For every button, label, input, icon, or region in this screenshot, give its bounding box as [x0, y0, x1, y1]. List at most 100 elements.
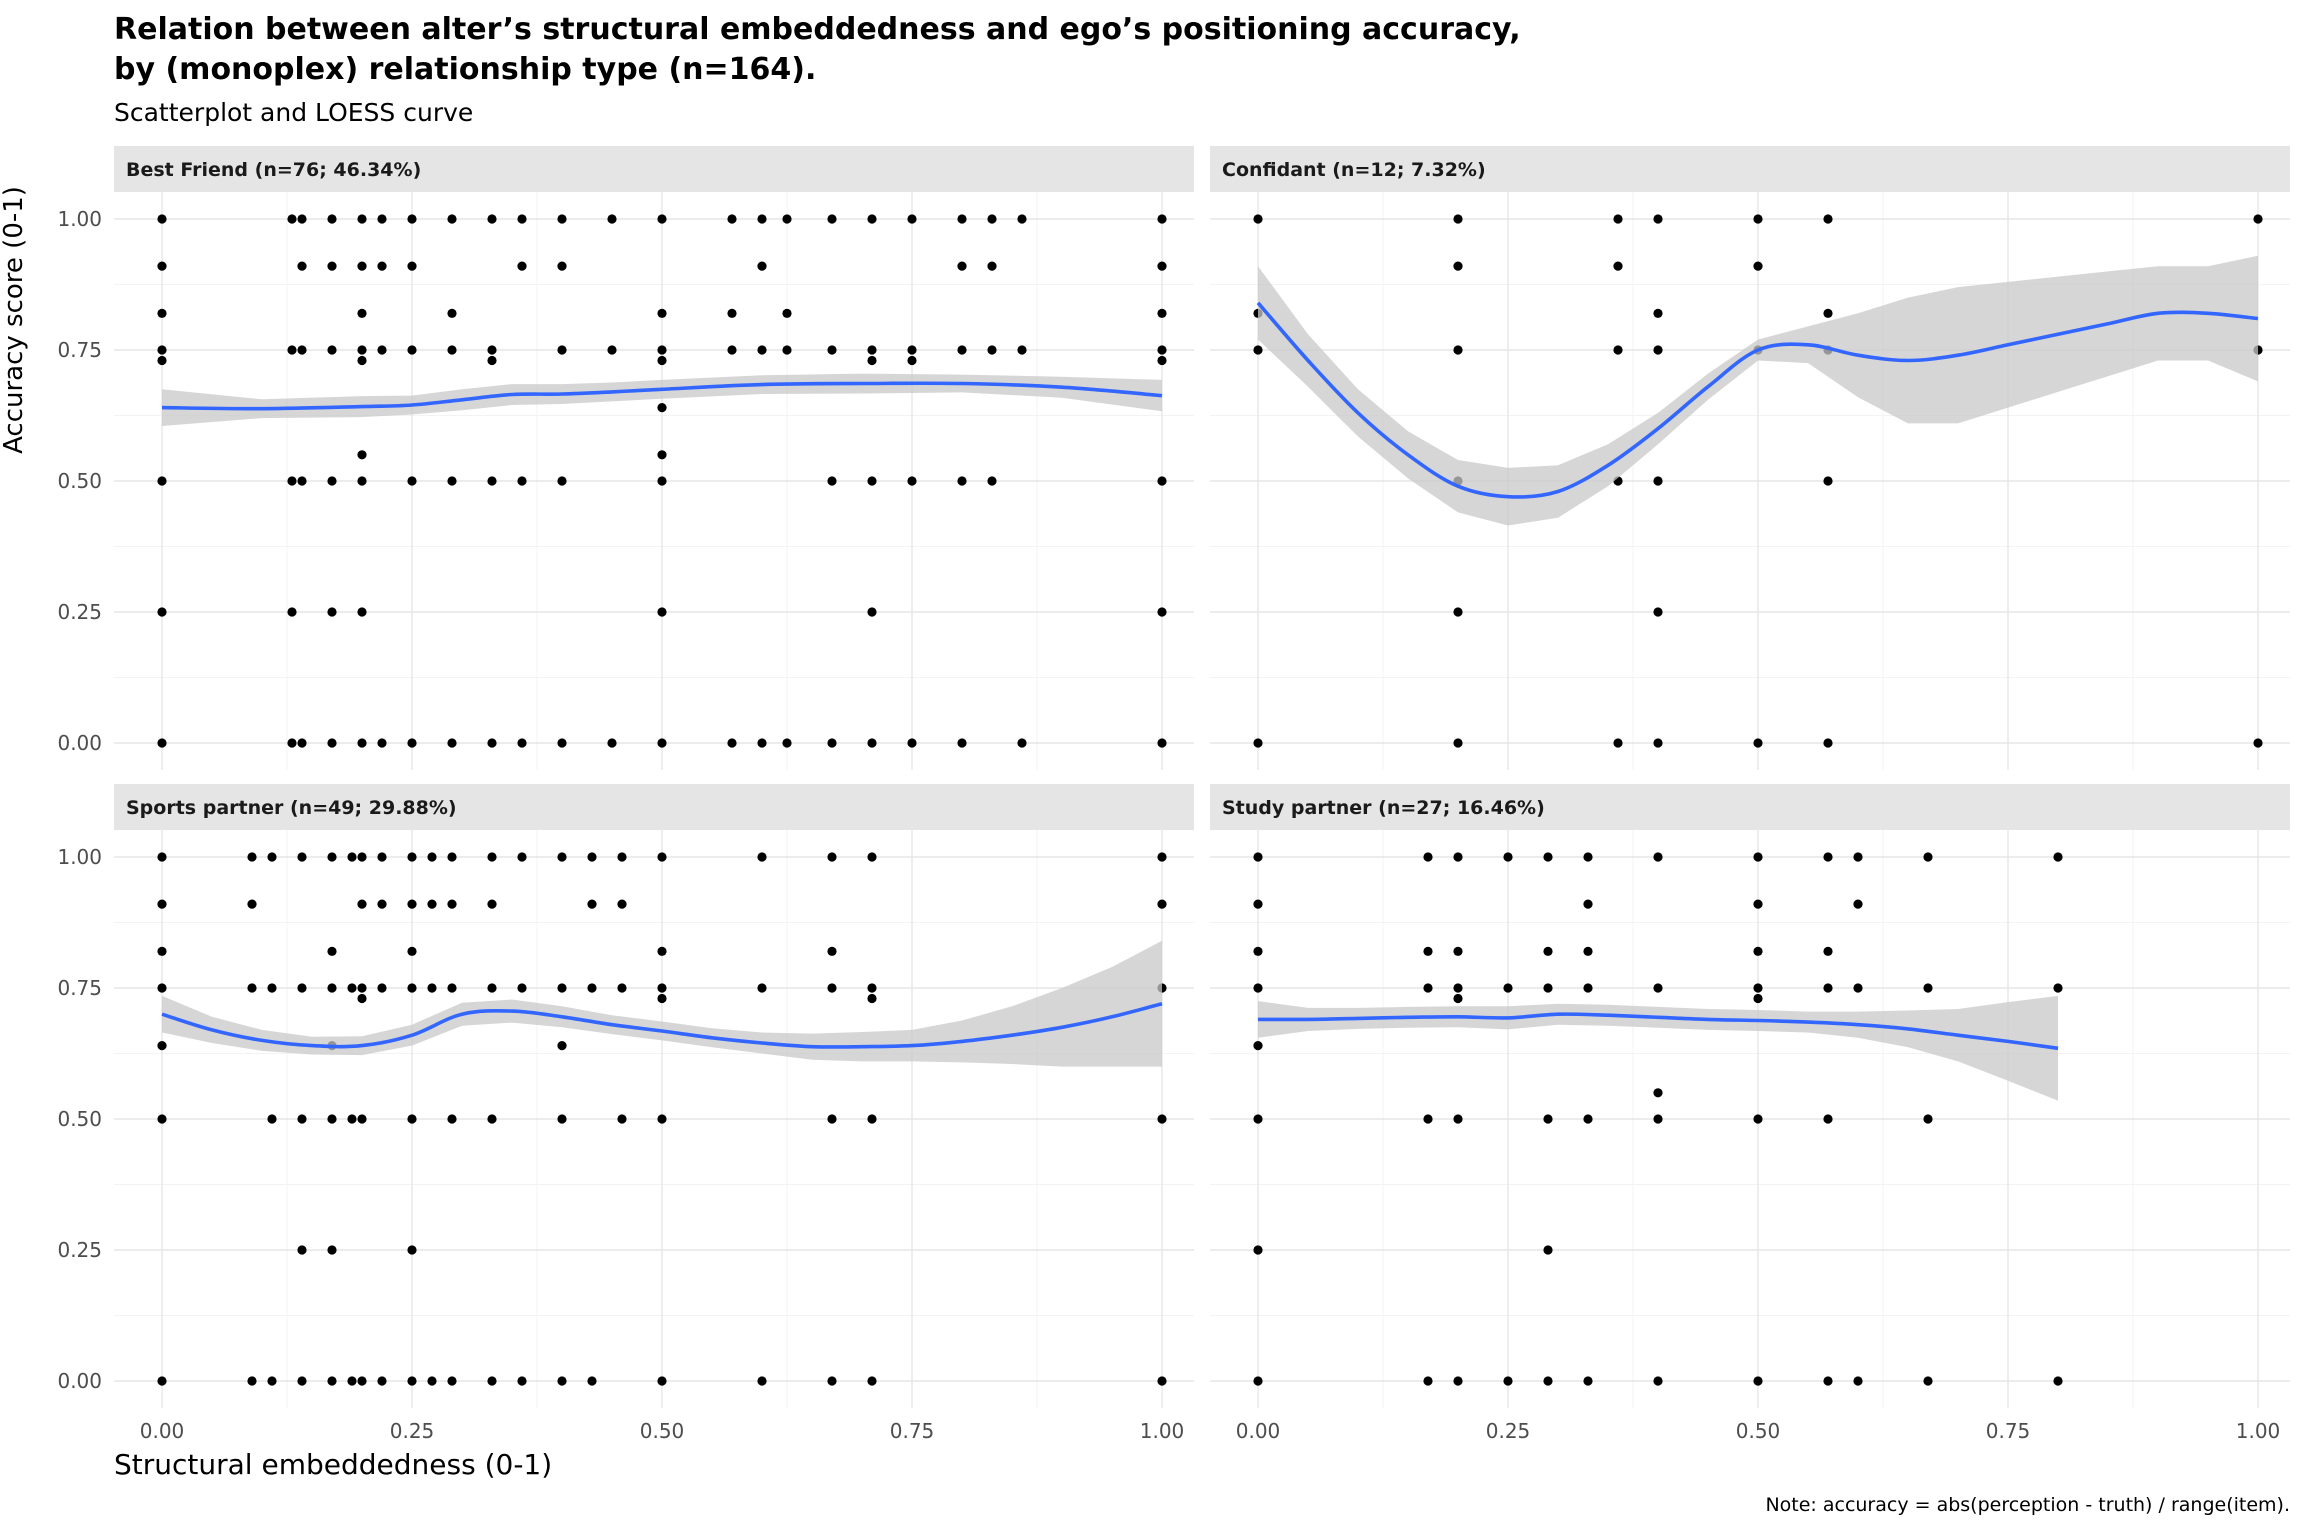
facet-strip	[1210, 146, 2290, 192]
scatter-point	[1253, 899, 1263, 909]
scatter-point	[1453, 1114, 1463, 1124]
scatter-point	[607, 345, 617, 355]
scatter-point	[2053, 1376, 2063, 1386]
scatter-point	[377, 1376, 387, 1386]
scatter-point	[327, 345, 337, 355]
scatter-point	[1157, 738, 1167, 748]
facet-panel-4: Study partner (n=27; 16.46%) 0.00 0.25 0.50…	[1210, 784, 2290, 1443]
scatter-point	[957, 476, 967, 486]
chart-title-line1: Relation between alter’s structural embe…	[114, 12, 1521, 47]
scatter-point	[1753, 214, 1763, 224]
scatter-point	[1583, 1114, 1593, 1124]
scatter-point	[587, 983, 597, 993]
scatter-point	[1653, 308, 1663, 318]
loess-curve	[1257, 1012, 2059, 1051]
scatter-point	[297, 261, 307, 271]
loess-curve	[161, 1001, 1163, 1049]
scatter-point	[957, 261, 967, 271]
scatter-point	[297, 1114, 307, 1124]
scatter-point	[727, 214, 737, 224]
scatter-point	[657, 946, 667, 956]
scatter-point	[867, 993, 877, 1004]
scatter-point	[287, 607, 297, 617]
scatter-point	[267, 1114, 277, 1124]
gridlines	[114, 192, 1194, 770]
scatter-point	[2253, 738, 2263, 748]
facet-panel-1: Best Friend (n=76; 46.34%) 0.00 0.25 0.50 0.…	[57, 146, 1194, 770]
scatter-point	[447, 1376, 457, 1386]
scatter-point	[617, 983, 627, 993]
scatter-point	[1453, 214, 1463, 224]
scatter-point	[287, 214, 297, 224]
scatter-point	[1157, 1376, 1167, 1386]
scatter-point	[447, 852, 457, 862]
scatter-point	[327, 607, 337, 617]
scatter-point	[1423, 946, 1433, 956]
scatter-point	[1653, 738, 1663, 748]
scatter-point	[1753, 261, 1763, 271]
scatter-point	[1823, 1114, 1833, 1124]
scatter-point	[377, 899, 387, 909]
scatter-point	[1253, 1114, 1263, 1124]
scatter-point	[1453, 261, 1463, 271]
scatter-point	[657, 852, 667, 862]
scatter-point	[1753, 983, 1763, 993]
scatter-point	[1253, 983, 1263, 993]
scatter-point	[617, 1114, 627, 1124]
scatter-point	[607, 738, 617, 748]
scatter-point	[357, 345, 367, 355]
scatter-point	[1453, 607, 1463, 617]
loess-confidence-band	[162, 373, 1162, 426]
scatter-point	[407, 214, 417, 224]
scatter-point	[587, 1376, 597, 1386]
scatter-point	[357, 1114, 367, 1124]
scatter-point	[867, 1376, 877, 1386]
scatter-point	[557, 476, 567, 486]
scatter-point	[1503, 1376, 1513, 1386]
scatter-point	[427, 852, 437, 862]
scatter-point	[727, 738, 737, 748]
scatter-point	[1543, 852, 1553, 862]
scatter-point	[987, 476, 997, 486]
scatter-point	[827, 946, 837, 956]
scatter-point	[327, 983, 337, 993]
scatter-point	[287, 476, 297, 486]
scatter-point	[1253, 946, 1263, 956]
facet-strip-label: Study partner (n=27; 16.46%)	[1222, 797, 1545, 819]
scatter-point	[907, 738, 917, 748]
facet-strip	[1210, 784, 2290, 830]
scatter-point	[557, 852, 567, 862]
scatter-point	[1583, 899, 1593, 909]
scatter-point	[1453, 993, 1463, 1004]
scatter-point	[287, 345, 297, 355]
scatter-point	[757, 261, 767, 271]
scatter-point	[1653, 214, 1663, 224]
scatter-point	[347, 1376, 357, 1386]
scatter-point	[327, 852, 337, 862]
scatter-point	[657, 308, 667, 318]
scatter-point	[407, 1245, 417, 1255]
scatter-point	[407, 899, 417, 909]
scatter-point	[157, 983, 167, 993]
loess-curve	[161, 381, 1163, 411]
scatter-point	[1253, 1376, 1263, 1386]
scatter-point	[1753, 899, 1763, 909]
scatter-point	[157, 738, 167, 748]
y-tick-label: 1.00	[57, 207, 102, 231]
scatter-point	[657, 1376, 667, 1386]
scatter-point	[327, 738, 337, 748]
scatter-point	[447, 476, 457, 486]
scatter-point	[657, 214, 667, 224]
scatter-point	[1423, 1114, 1433, 1124]
scatter-point	[517, 261, 527, 271]
scatter-point	[657, 1114, 667, 1124]
scatter-point	[1253, 1245, 1263, 1255]
scatter-point	[357, 476, 367, 486]
scatter-point	[327, 1245, 337, 1255]
scatter-point	[357, 355, 367, 366]
scatter-point	[867, 607, 877, 617]
loess-curve	[1256, 301, 2259, 499]
scatter-point	[557, 261, 567, 271]
scatter-point	[487, 738, 497, 748]
scatter-point	[1503, 983, 1513, 993]
